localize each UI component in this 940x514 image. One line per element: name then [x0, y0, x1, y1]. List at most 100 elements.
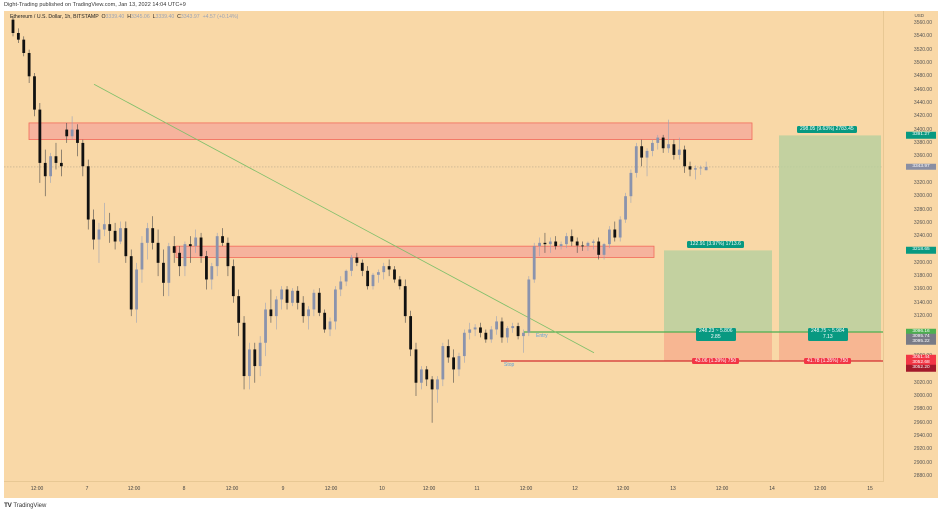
price-tick: 3500.00 [913, 59, 932, 66]
candle-body [242, 322, 246, 377]
candle-body [221, 236, 224, 243]
candle-body [393, 269, 396, 280]
candle-body [543, 242, 547, 245]
candle-body [683, 149, 687, 167]
candle-body [613, 229, 617, 238]
price-tick: 3520.00 [913, 46, 932, 53]
candle-body [500, 321, 504, 338]
candle-body [183, 244, 187, 267]
candle-body [108, 224, 112, 231]
candle-body [49, 156, 53, 177]
candle-body [124, 228, 128, 257]
candle-body [704, 166, 708, 171]
price-tick: 3540.00 [913, 33, 932, 40]
candle-body [511, 326, 515, 329]
candle-body [16, 32, 20, 40]
price-tick: 3260.00 [913, 219, 932, 226]
candle-body [81, 142, 85, 167]
tradingview-logo[interactable]: TV TradingView [4, 502, 46, 509]
time-axis[interactable]: 12:00 7 12:00 8 12:00 9 12:00 10 12:00 11 12:00 12 1… [4, 481, 884, 498]
price-label: 3343.97 [906, 163, 936, 171]
candle-body [376, 272, 380, 275]
price-label: 3096.16 [906, 328, 936, 336]
time-tick: 12 [572, 486, 578, 492]
candle-body [672, 144, 676, 155]
time-tick: 9 [281, 486, 285, 492]
candle-body [274, 299, 278, 317]
price-tick: 3480.00 [913, 73, 932, 80]
price-tick: 3160.00 [913, 286, 932, 293]
price-tick: 3200.00 [913, 259, 932, 266]
candle-body [248, 349, 251, 377]
candle-body [575, 241, 579, 246]
price-label: 3095.74 [906, 333, 936, 340]
high-value: 3345.06 [130, 14, 150, 20]
candle-body [462, 332, 466, 357]
candle-body [645, 150, 649, 158]
candle-body [296, 290, 300, 303]
candle-body [27, 52, 31, 77]
candle-body [11, 19, 15, 33]
candle-body [414, 349, 418, 383]
candle-body [457, 356, 461, 370]
time-tick: 8 [182, 486, 186, 492]
candle-body [661, 137, 665, 149]
candle-body [188, 244, 192, 247]
close-value: 3343.97 [180, 14, 200, 20]
candle-body [328, 321, 332, 330]
price-tick: 3180.00 [913, 273, 932, 280]
price-tick: 3320.00 [913, 179, 932, 186]
candle-body [140, 242, 144, 270]
position1-ratio-tag: 248.23 ~ 5.806 2.85 [696, 327, 736, 341]
candle-body [559, 244, 563, 247]
position1-stop-tag: 43.06 (1.39%) 750 [692, 357, 740, 365]
candle-body [33, 76, 36, 110]
candle-body [667, 144, 670, 149]
candle-body [43, 162, 47, 177]
candle-body [205, 256, 208, 280]
candle-body [339, 281, 343, 290]
candle-body [70, 129, 74, 137]
candle-body [215, 236, 219, 267]
candle-body [317, 292, 321, 313]
chart-pane[interactable]: Ethereum / U.S. Dollar, 1h, BITSTAMP O33… [4, 11, 938, 498]
candle-body [307, 309, 310, 317]
candle-body [194, 237, 198, 247]
price-tick: 2880.00 [913, 473, 932, 479]
price-axis[interactable]: USD 3560.00 3540.00 3520.00 3500.00 3480.00 3… [883, 11, 938, 481]
candle-body [505, 328, 509, 338]
candle-body [86, 166, 90, 220]
candle-body [527, 279, 531, 333]
time-tick: 12:00 [715, 486, 729, 492]
price-label: 3052.20 [906, 365, 936, 372]
candle-body [591, 241, 595, 243]
symbol-name: Ethereum / U.S. Dollar, 1h, BITSTAMP [10, 14, 99, 20]
resistance-zone-lower [175, 245, 655, 258]
price-tick: 3020.00 [913, 379, 932, 386]
candle-body [608, 229, 611, 245]
candle-body [172, 246, 176, 253]
candle-body [436, 379, 439, 390]
time-tick: 12:00 [813, 486, 827, 492]
candle-body [129, 256, 133, 310]
time-tick: 7 [85, 486, 89, 492]
price-label: 3052.68 [906, 359, 936, 367]
candle-body [419, 369, 423, 383]
candle-body [119, 228, 122, 242]
price-tick: 3380.00 [913, 139, 932, 146]
price-tick: 2980.00 [913, 406, 932, 413]
candle-body [473, 327, 477, 330]
price-tick: 3120.00 [913, 313, 932, 320]
candle-body [693, 168, 697, 170]
candle-body [634, 146, 638, 173]
candle-body [280, 289, 284, 300]
candlestick-plot[interactable] [4, 11, 884, 481]
candle-body [269, 309, 273, 317]
time-tick: 13 [670, 486, 676, 492]
time-tick: 12:00 [30, 486, 44, 492]
candle-body [76, 129, 79, 143]
candle-body [178, 252, 181, 267]
candle-body [371, 274, 375, 287]
candle-body [699, 167, 703, 169]
candle-body [629, 172, 633, 197]
